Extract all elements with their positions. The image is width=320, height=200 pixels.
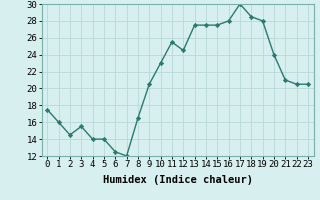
X-axis label: Humidex (Indice chaleur): Humidex (Indice chaleur) [103,175,252,185]
